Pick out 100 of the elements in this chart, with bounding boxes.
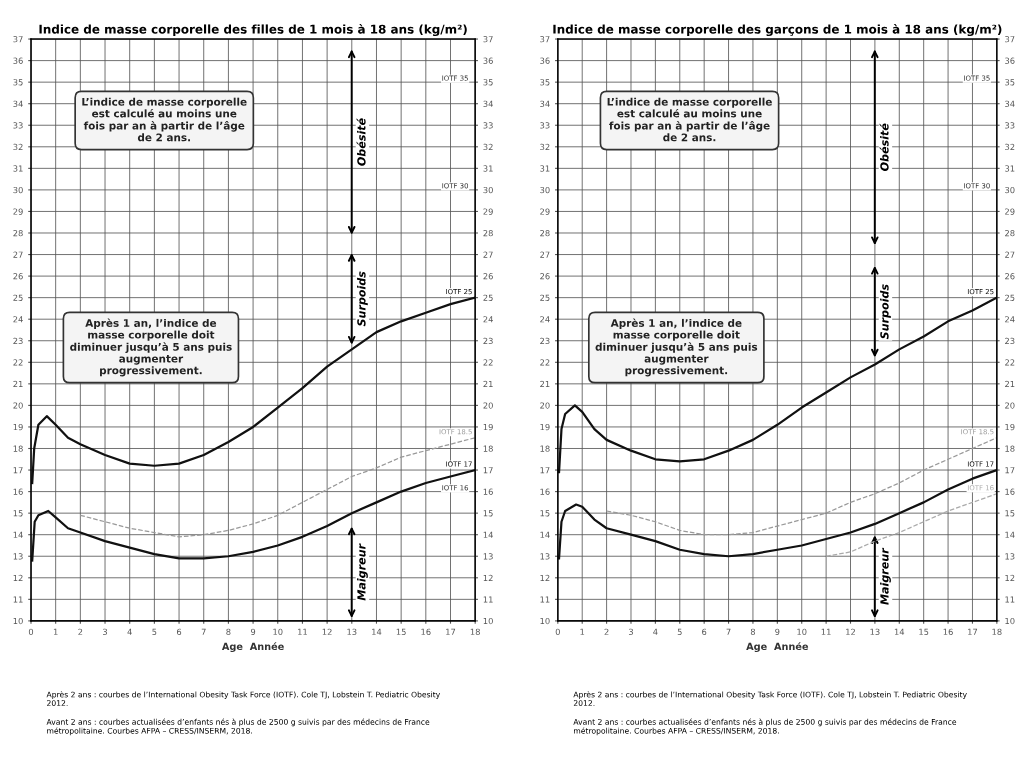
y-tick-label: 27 xyxy=(13,251,23,258)
y-tick-label: 31 xyxy=(540,165,550,172)
y2-tick-label: 33 xyxy=(483,122,493,129)
y-tick-label: 13 xyxy=(540,553,550,560)
y-tick-label: 37 xyxy=(13,36,23,43)
y2-tick-label: 21 xyxy=(1005,380,1015,388)
x-tick-label: 18 xyxy=(470,628,480,635)
y-tick-label: 17 xyxy=(13,467,23,474)
y-tick-label: 10 xyxy=(540,617,550,625)
y2-tick-label: 37 xyxy=(1005,36,1015,43)
y-tick-label: 12 xyxy=(13,574,23,581)
y2-tick-label: 14 xyxy=(483,531,493,538)
y2-tick-label: 30 xyxy=(1005,186,1015,194)
y2-tick-label: 18 xyxy=(1005,445,1015,452)
x-tick-label: 5 xyxy=(677,628,682,635)
x-tick-label: 16 xyxy=(421,628,431,635)
annotation: Maigreur xyxy=(880,547,891,605)
y-tick-label: 28 xyxy=(13,229,23,237)
x-tick-label: 11 xyxy=(821,628,831,635)
y-tick-label: 37 xyxy=(540,36,550,43)
x-tick-label: 15 xyxy=(919,628,929,635)
y2-tick-label: 23 xyxy=(1005,337,1015,345)
y-tick-label: 25 xyxy=(13,294,23,301)
y2-tick-label: 11 xyxy=(483,596,493,603)
y2-tick-label: 22 xyxy=(483,359,493,366)
y-tick-label: 12 xyxy=(540,574,550,581)
y-tick-label: 25 xyxy=(540,294,550,301)
y-tick-label: 32 xyxy=(540,143,550,151)
y2-tick-label: 15 xyxy=(483,510,493,517)
y2-tick-label: 30 xyxy=(483,186,493,194)
y-tick-label: 11 xyxy=(13,596,23,603)
annotation: Obésité xyxy=(879,123,889,171)
y-tick-label: 30 xyxy=(13,186,23,194)
x-tick-label: 17 xyxy=(968,628,978,635)
x-tick-label: 0 xyxy=(555,628,560,635)
y2-tick-label: 20 xyxy=(483,402,493,409)
y2-tick-label: 17 xyxy=(483,467,493,474)
y2-tick-label: 36 xyxy=(1005,57,1015,64)
y2-tick-label: 15 xyxy=(1005,510,1015,517)
x-tick-label: 11 xyxy=(298,628,307,635)
y-tick-label: 29 xyxy=(540,208,550,215)
y2-tick-label: 35 xyxy=(1005,79,1015,86)
y2-tick-label: 20 xyxy=(1005,402,1015,409)
x-tick-label: 7 xyxy=(726,628,731,635)
y-tick-label: 23 xyxy=(13,337,23,345)
chart-title: Indice de masse corporelle des filles de 1 mois à 18 ans (kg/m²) xyxy=(39,23,467,37)
annotation: L’indice de masse corporelle est calculé au moins une fois par an à partir de l’âge de 2 ans. xyxy=(82,97,247,142)
y-tick-label: 32 xyxy=(13,143,23,151)
x-tick-label: 4 xyxy=(653,628,658,635)
annotation: Après 1 an, l’indice de masse corporelle doit diminuer jusqu’à 5 ans puis augmenter progressivement. xyxy=(595,318,758,377)
y-tick-label: 21 xyxy=(13,380,23,388)
y2-tick-label: 24 xyxy=(1005,316,1015,323)
x-tick-label: 14 xyxy=(372,628,382,635)
y2-tick-label: 35 xyxy=(483,79,493,86)
x-axis-title: Age Année xyxy=(221,642,284,653)
y2-tick-label: 27 xyxy=(1005,251,1015,258)
y2-tick-label: 17 xyxy=(1005,467,1015,474)
annotation: Obésité xyxy=(356,118,366,166)
y2-tick-label: 25 xyxy=(1005,294,1015,301)
x-tick-label: 8 xyxy=(750,628,756,635)
x-tick-label: 4 xyxy=(127,628,132,635)
y2-tick-label: 36 xyxy=(483,57,493,64)
y-tick-label: 22 xyxy=(13,359,23,366)
y2-tick-label: 31 xyxy=(1005,165,1015,172)
annotation: L’indice de masse corporelle est calculé au moins une fois par an à partir de l’âge de 2 ans. xyxy=(607,97,772,142)
x-tick-label: 17 xyxy=(446,628,456,635)
x-tick-label: 5 xyxy=(152,628,157,635)
x-tick-label: 6 xyxy=(176,628,182,635)
annotation: Surpoids xyxy=(880,284,891,340)
x-tick-label: 9 xyxy=(250,628,256,635)
y-tick-label: 33 xyxy=(540,122,550,129)
y-tick-label: 28 xyxy=(540,229,550,237)
chart-title: Indice de masse corporelle des garçons de 1 mois à 18 ans (kg/m²) xyxy=(553,23,1002,37)
x-tick-label: 3 xyxy=(628,628,633,635)
y-tick-label: 13 xyxy=(13,553,23,560)
y2-tick-label: 37 xyxy=(483,36,493,43)
y2-tick-label: 32 xyxy=(1005,143,1015,151)
y2-tick-label: 11 xyxy=(1005,596,1015,603)
y2-tick-label: 27 xyxy=(483,251,493,258)
y-tick-label: 15 xyxy=(13,510,23,517)
y2-tick-label: 10 xyxy=(483,617,493,625)
x-tick-label: 10 xyxy=(797,628,807,635)
y-tick-label: 14 xyxy=(540,531,550,538)
y2-tick-label: 34 xyxy=(1005,100,1015,107)
x-tick-label: 13 xyxy=(870,628,880,635)
y-tick-label: 35 xyxy=(13,79,23,86)
x-tick-label: 8 xyxy=(226,628,231,635)
y-tick-label: 16 xyxy=(13,488,23,495)
y-tick-label: 27 xyxy=(540,251,550,258)
y2-tick-label: 29 xyxy=(483,208,493,215)
y2-tick-label: 12 xyxy=(1005,574,1015,581)
y2-tick-label: 34 xyxy=(483,100,493,107)
y-tick-label: 24 xyxy=(13,316,23,323)
y2-tick-label: 26 xyxy=(1005,273,1015,280)
y-tick-label: 35 xyxy=(540,79,550,86)
y-tick-label: 23 xyxy=(540,337,550,345)
y2-tick-label: 18 xyxy=(483,445,493,452)
y2-tick-label: 24 xyxy=(483,316,493,323)
x-tick-label: 15 xyxy=(396,628,406,635)
y-tick-label: 33 xyxy=(13,122,23,129)
